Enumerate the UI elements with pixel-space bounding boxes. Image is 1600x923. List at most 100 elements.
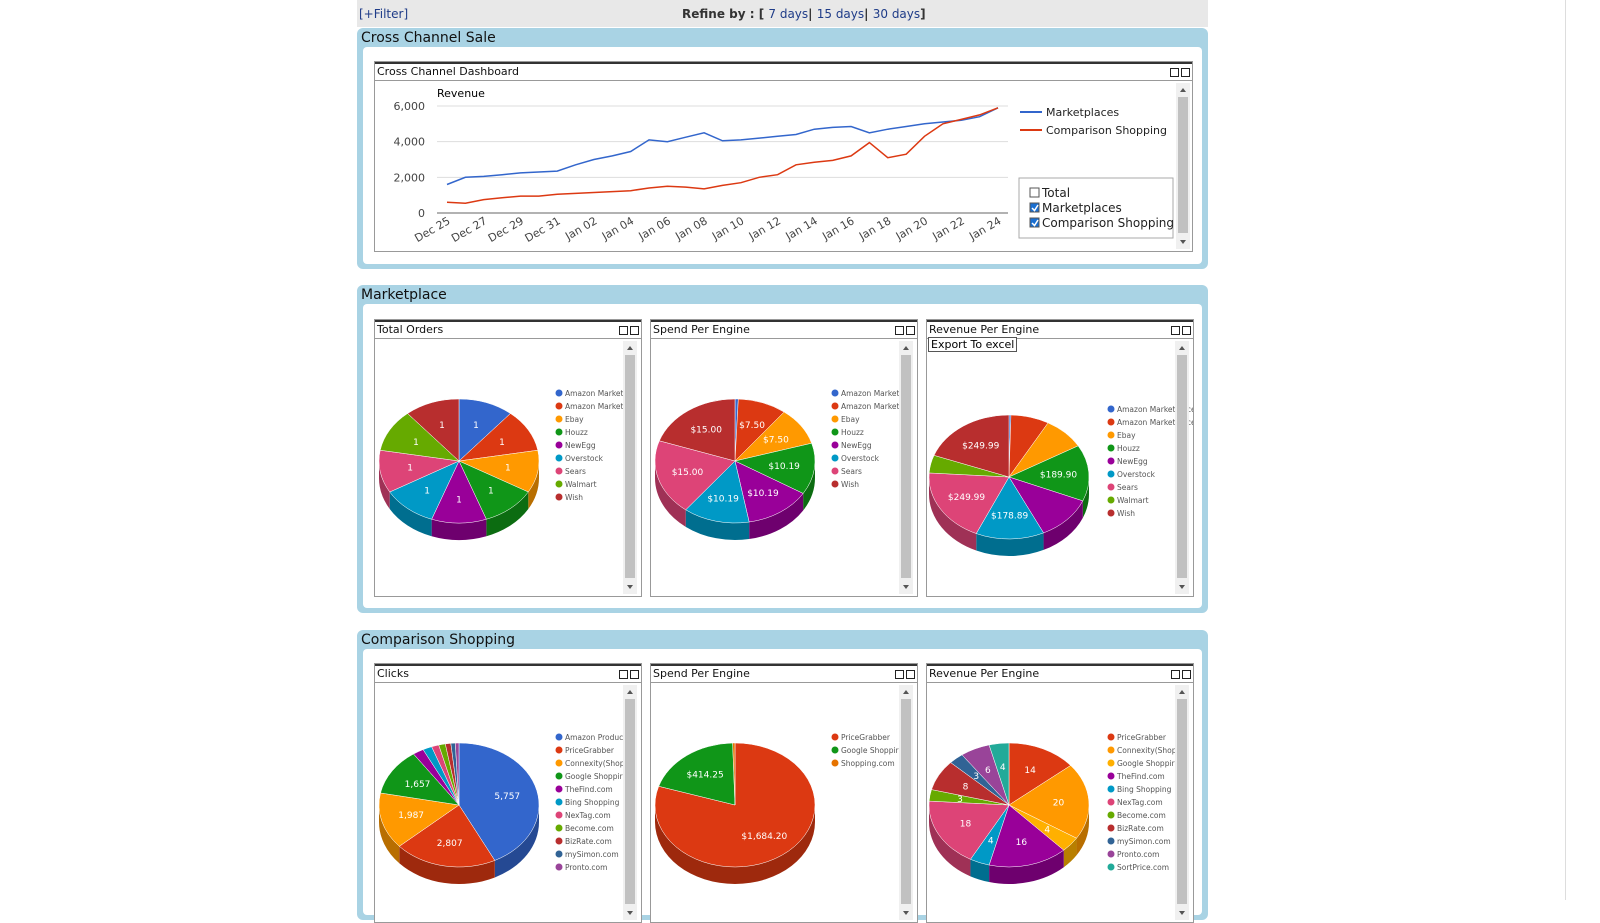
panel-icons (1169, 324, 1191, 339)
minimize-button[interactable] (1170, 68, 1179, 77)
x-tick-label: Dec 29 (486, 214, 526, 245)
close-button[interactable] (630, 670, 639, 679)
legend-label: Connexity(Shop (1117, 746, 1177, 755)
close-button[interactable] (1182, 670, 1191, 679)
slice-label: 1,987 (398, 811, 424, 821)
minimize-button[interactable] (619, 326, 628, 335)
toggle-checkbox[interactable] (1029, 217, 1040, 228)
slice-label: 1 (505, 464, 511, 474)
legend-label: PriceGrabber (841, 733, 891, 742)
slice-side (379, 461, 390, 509)
slice-label: 3 (957, 795, 963, 805)
legend-label: NewEgg (1117, 457, 1148, 466)
toggle-label: Total (1041, 186, 1070, 200)
legend-swatch (1107, 850, 1115, 858)
legend-label: Walmart (1117, 496, 1149, 505)
minimize-button[interactable] (895, 326, 904, 335)
slice-label: $15.00 (672, 468, 704, 478)
minimize-button[interactable] (1171, 326, 1180, 335)
scroll-down (1180, 240, 1186, 244)
legend-swatch (555, 493, 563, 501)
legend-swatch (555, 746, 563, 754)
close-button[interactable] (906, 670, 915, 679)
slice-label: $7.50 (739, 421, 765, 431)
section-title: Comparison Shopping (361, 632, 516, 648)
slice-side (655, 461, 686, 527)
toggle-checkbox[interactable] (1029, 202, 1040, 213)
slice-label: 1,657 (405, 780, 431, 790)
slice-side (1043, 500, 1083, 550)
panel-icons (617, 324, 639, 339)
slice (658, 742, 736, 806)
slice-side (803, 461, 815, 511)
x-tick-label: Jan 04 (599, 214, 636, 243)
slice-label: 1 (499, 438, 505, 448)
toggle-checkbox[interactable] (1029, 187, 1040, 198)
legend-swatch (555, 415, 563, 423)
bracket: ] (920, 7, 926, 21)
slice (988, 804, 1065, 868)
y-tick-label: 0 (418, 207, 425, 220)
legend-swatch (1107, 431, 1115, 439)
legend-swatch (555, 759, 563, 767)
slice (659, 398, 736, 462)
y-tick-label: 4,000 (394, 136, 426, 149)
legend-swatch (555, 785, 563, 793)
chart: 5,757 2,807 1,987 1,657 Amazon Produc PriceGr… (378, 685, 637, 920)
slice-label: $414.25 (686, 770, 723, 780)
chart: $7.50 $7.50 $10.19 $10.19 $10.19 $15.00 $15.00… (654, 341, 913, 594)
slice (734, 442, 816, 494)
slice-label: 16 (1016, 838, 1028, 848)
panel: Cross Channel Dashboard Revenue 0 2,000 4,00… (374, 61, 1193, 252)
x-tick-label: Jan 16 (819, 214, 856, 243)
legend-swatch (1107, 824, 1115, 832)
close-button[interactable] (906, 326, 915, 335)
slice (933, 414, 1010, 478)
panel-icons (1169, 668, 1191, 683)
range-link[interactable]: 30 days (872, 7, 921, 21)
minimize-button[interactable] (1171, 670, 1180, 679)
panel-title: Total Orders (377, 323, 444, 336)
slice-label: 18 (960, 820, 972, 830)
legend-label: Pronto.com (565, 863, 607, 872)
panel-title: Revenue Per Engine (929, 667, 1040, 680)
minimize-button[interactable] (895, 670, 904, 679)
export-button[interactable]: Export To excel (928, 337, 1018, 352)
scroll-thumb (1178, 97, 1188, 233)
slice-label: $10.19 (768, 462, 800, 472)
legend-swatch (1107, 470, 1115, 478)
legend-label: Sears (565, 467, 586, 476)
panel-header: Clicks (375, 664, 641, 683)
slice-label: $10.19 (747, 489, 779, 499)
slice-label: 20 (1053, 799, 1065, 809)
slice-side (1082, 477, 1089, 518)
legend-swatch (831, 746, 839, 754)
page-scrollbar[interactable] (1565, 0, 1566, 900)
range-link[interactable]: 7 days (768, 7, 809, 21)
panel-icons (893, 324, 915, 339)
range-link[interactable]: 15 days (816, 7, 865, 21)
x-tick-label: Jan 20 (893, 214, 930, 243)
panel-header: Revenue Per Engine (927, 320, 1193, 339)
slice-side (528, 461, 539, 509)
legend-swatch (831, 480, 839, 488)
legend-label: mySimon.com (565, 850, 619, 859)
legend-swatch (555, 850, 563, 858)
slice-label: 1 (413, 438, 419, 448)
close-button[interactable] (630, 326, 639, 335)
panel-icons (1168, 66, 1190, 81)
filter-link[interactable]: [+Filter] (359, 7, 409, 21)
panel-title: Spend Per Engine (653, 323, 750, 336)
legend-label: NewEgg (565, 441, 596, 450)
slice-label: 2,807 (437, 839, 463, 849)
slice-label: $15.00 (690, 426, 722, 436)
slice-side (1076, 805, 1089, 856)
scroll-down (627, 585, 633, 589)
legend-swatch (1107, 457, 1115, 465)
x-tick-label: Jan 12 (746, 214, 783, 243)
close-button[interactable] (1182, 326, 1191, 335)
minimize-button[interactable] (619, 670, 628, 679)
close-button[interactable] (1181, 68, 1190, 77)
slice-side (494, 805, 539, 878)
scroll-up (1179, 346, 1185, 350)
